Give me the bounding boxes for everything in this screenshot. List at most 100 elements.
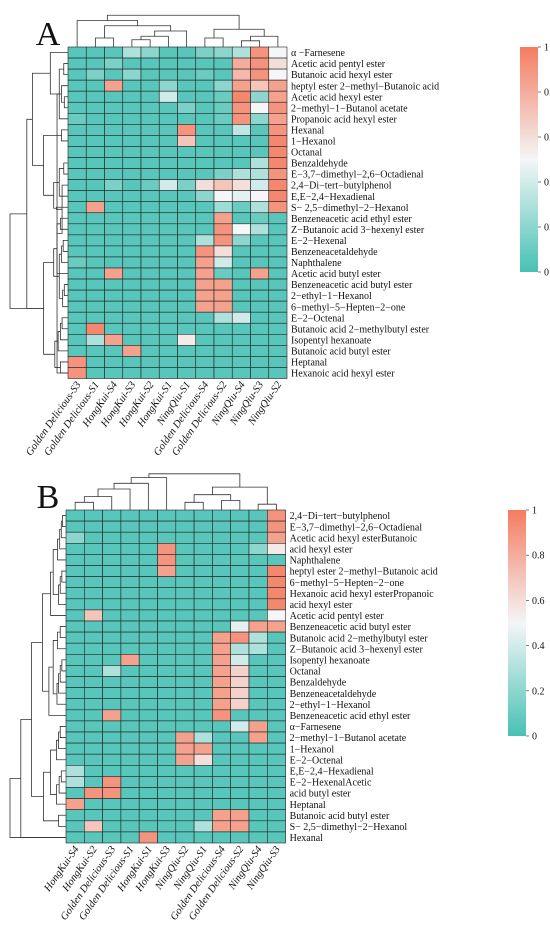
heatmap-cell: [230, 631, 250, 644]
heatmap-cell: [65, 653, 85, 666]
row-dendrogram-branch: [58, 673, 66, 694]
heatmap-cell: [212, 798, 231, 810]
heatmap-cell: [177, 168, 197, 180]
heatmap-cell: [231, 168, 251, 180]
heatmap-cell: [175, 542, 195, 555]
heatmap-cell: [85, 267, 105, 280]
heatmap-cell: [122, 46, 142, 59]
heatmap-cell: [268, 256, 288, 269]
heatmap-cell: [231, 256, 251, 269]
heatmap-cell: [84, 531, 103, 544]
heatmap-cell: [230, 554, 250, 566]
heatmap-cell: [248, 820, 268, 833]
heatmap-cell: [230, 753, 250, 766]
heatmap-cell: [268, 322, 288, 335]
heatmap-cell: [231, 79, 251, 92]
heatmap-cell: [248, 698, 268, 711]
heatmap-cell: [195, 289, 215, 302]
heatmap-cell: [195, 311, 215, 324]
heatmap-cell: [158, 113, 178, 125]
heatmap-cell: [158, 146, 178, 158]
heatmap-cell: [248, 709, 268, 722]
heatmap-cell: [250, 234, 270, 247]
row-dendrogram-branch: [54, 340, 61, 368]
heatmap-cell: [120, 709, 140, 722]
row-dendrogram-branch: [63, 63, 68, 76]
heatmap-cell: [84, 665, 103, 677]
heatmap-cell: [250, 124, 270, 136]
heatmap-cell: [177, 124, 197, 136]
heatmap-cell: [193, 798, 213, 810]
heatmap-cell: [65, 620, 85, 633]
heatmap-cell: [85, 157, 105, 169]
colorbar-tick-label: 0.4: [532, 641, 545, 652]
heatmap-cell: [177, 157, 197, 169]
heatmap-cell: [250, 201, 270, 214]
heatmap-cell: [248, 576, 268, 588]
heatmap-cell: [195, 245, 215, 258]
heatmap-cell: [231, 179, 251, 191]
heatmap-cell: [85, 113, 105, 125]
heatmap-cell: [250, 146, 270, 158]
heatmap-cell: [120, 509, 140, 522]
column-dendrogram-branch: [140, 35, 169, 47]
heatmap-cell: [230, 665, 250, 677]
heatmap-cell: [268, 146, 288, 158]
heatmap-cell: [248, 598, 268, 611]
heatmap-cell: [157, 776, 177, 788]
heatmap-cell: [140, 256, 160, 269]
heatmap-cell: [104, 223, 124, 236]
row-label: E,E−2,4−Hexadienal: [290, 766, 374, 777]
heatmap-cell: [177, 345, 197, 357]
row-label: 2−methyl−1−Butanol acetate: [290, 733, 407, 744]
heatmap-cell: [158, 322, 178, 335]
heatmap-cell: [193, 687, 213, 699]
heatmap-cell: [175, 742, 195, 755]
heatmap-cell: [177, 46, 197, 59]
heatmap-cell: [248, 753, 268, 766]
heatmap-cell: [212, 753, 231, 766]
heatmap-cell: [102, 587, 122, 600]
row-label: Hexanoic acid hexyl ester: [291, 369, 395, 380]
row-dendrogram-branch: [59, 529, 66, 550]
heatmap-cell: [268, 79, 288, 92]
heatmap-cell: [138, 687, 158, 699]
heatmap-cell: [266, 620, 286, 633]
row-label: heptyl ester 2−methyl−Butanoic acid: [290, 567, 438, 578]
heatmap-cell: [195, 367, 215, 379]
heatmap-cell: [104, 311, 124, 324]
heatmap-cell: [193, 598, 213, 611]
heatmap-cell: [231, 124, 251, 136]
heatmap-cell: [212, 776, 231, 788]
heatmap-cell: [268, 311, 288, 324]
heatmap-cell: [140, 68, 160, 81]
heatmap-cell: [231, 113, 251, 125]
heatmap-cell: [138, 631, 158, 644]
heatmap-cell: [266, 598, 286, 611]
heatmap-cell: [177, 322, 197, 335]
heatmap-cell: [104, 46, 124, 59]
row-label: Hexanoic acid hexyl esterPropanoic: [290, 589, 435, 600]
row-dendrogram-branch: [48, 666, 66, 716]
heatmap-cell: [177, 300, 197, 313]
heatmap-cell: [122, 124, 142, 136]
heatmap-cell: [268, 46, 288, 59]
row-label: Acetic acid hexyl esterButanoic: [290, 533, 418, 544]
heatmap-cell: [175, 520, 195, 533]
heatmap-cell: [104, 179, 124, 191]
heatmap-cell: [85, 57, 105, 70]
heatmap-cell: [266, 676, 286, 688]
heatmap-cell: [177, 190, 197, 202]
heatmap-cell: [65, 798, 85, 810]
heatmap-cell: [248, 620, 268, 633]
heatmap-cell: [250, 322, 270, 335]
heatmap-cell: [212, 531, 231, 544]
heatmap-cell: [212, 642, 231, 655]
heatmap-cell: [212, 709, 231, 722]
heatmap-cell: [84, 509, 103, 522]
heatmap-cell: [212, 609, 231, 622]
row-label: Benzeneacetic acid ethyl ester: [290, 711, 411, 722]
heatmap-cell: [177, 267, 197, 280]
row-dendrogram-branch: [26, 118, 44, 309]
